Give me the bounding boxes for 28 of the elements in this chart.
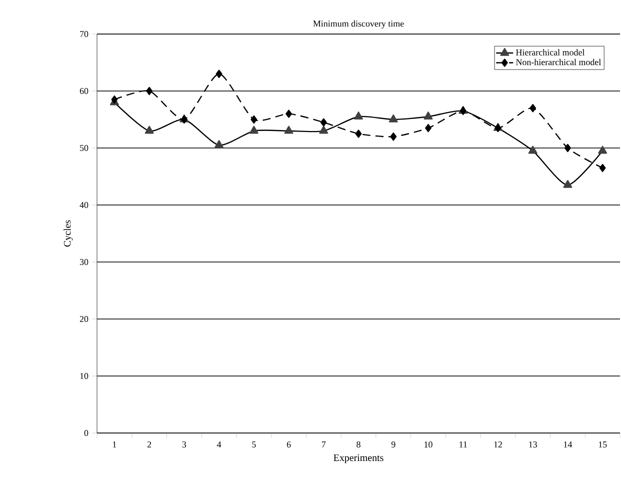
x-tick-label: 12 bbox=[494, 442, 502, 448]
y-axis-title: Cycles bbox=[64, 220, 73, 247]
y-tick-label: 50 bbox=[80, 144, 88, 152]
x-tick-label: 13 bbox=[529, 442, 537, 448]
x-tick-label: 1 bbox=[112, 442, 116, 448]
x-tick-label: 4 bbox=[216, 441, 222, 448]
x-tick-label: 6 bbox=[286, 442, 291, 448]
y-tick-label: 40 bbox=[80, 202, 88, 208]
y-tick-label: 0 bbox=[84, 430, 88, 436]
x-axis-title: Experiments bbox=[334, 454, 384, 464]
y-tick-label: 30 bbox=[80, 258, 88, 266]
legend-label: Non-hierarchical model bbox=[516, 58, 601, 66]
chart-title: Minimum discovery time bbox=[313, 20, 404, 28]
legend-label: Hierarchical model bbox=[516, 49, 585, 56]
x-tick-label: 5 bbox=[252, 441, 256, 448]
y-tick-label: 60 bbox=[80, 88, 88, 94]
x-tick-label: 15 bbox=[598, 442, 607, 448]
x-tick-label: 9 bbox=[391, 442, 396, 448]
x-tick-label: 2 bbox=[147, 442, 152, 448]
y-tick-label: 20 bbox=[80, 316, 88, 322]
y-tick-label: 70 bbox=[80, 30, 88, 38]
x-tick-label: 14 bbox=[564, 442, 572, 448]
x-tick-label: 11 bbox=[460, 442, 467, 448]
x-tick-label: 7 bbox=[322, 441, 326, 448]
y-tick-label: 10 bbox=[80, 372, 88, 380]
x-tick-label: 3 bbox=[182, 442, 186, 448]
x-tick-label: 10 bbox=[424, 441, 432, 448]
x-tick-label: 8 bbox=[356, 441, 360, 448]
